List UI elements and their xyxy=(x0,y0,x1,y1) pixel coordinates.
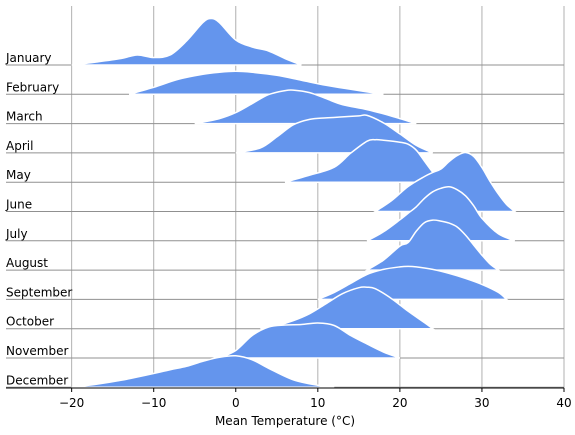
ridge-october xyxy=(260,286,436,330)
month-label: January xyxy=(5,51,52,65)
x-tick-label: 0 xyxy=(232,396,240,410)
month-label: September xyxy=(6,285,72,299)
month-label: June xyxy=(5,198,32,212)
month-label: July xyxy=(5,227,28,241)
x-tick-label: −20 xyxy=(59,396,84,410)
month-label: April xyxy=(6,139,33,153)
month-label: December xyxy=(6,373,68,387)
x-tick-label: 30 xyxy=(474,396,489,410)
x-tick-label: 20 xyxy=(392,396,407,410)
x-tick-label: 40 xyxy=(556,396,571,410)
x-tick-label: −10 xyxy=(141,396,166,410)
ridge-july xyxy=(366,186,516,242)
ridge-august xyxy=(364,219,501,271)
x-tick-label: 10 xyxy=(310,396,325,410)
month-label: February xyxy=(6,80,59,94)
ridge-may xyxy=(284,138,443,183)
month-label: August xyxy=(6,256,48,270)
ridge-february xyxy=(128,70,384,96)
ridges: January February March April May June July Augu… xyxy=(5,17,564,389)
x-axis-label: Mean Temperature (°C) xyxy=(215,414,355,428)
ridge-january xyxy=(71,17,302,66)
ridge-december xyxy=(71,354,335,389)
x-axis: −20 −10 0 10 20 30 40 xyxy=(6,387,572,410)
ridge-november xyxy=(219,322,401,359)
month-label: October xyxy=(6,315,54,329)
month-label: May xyxy=(6,168,31,182)
month-label: November xyxy=(6,344,68,358)
ridge-june xyxy=(372,151,517,213)
month-label: March xyxy=(6,110,43,124)
